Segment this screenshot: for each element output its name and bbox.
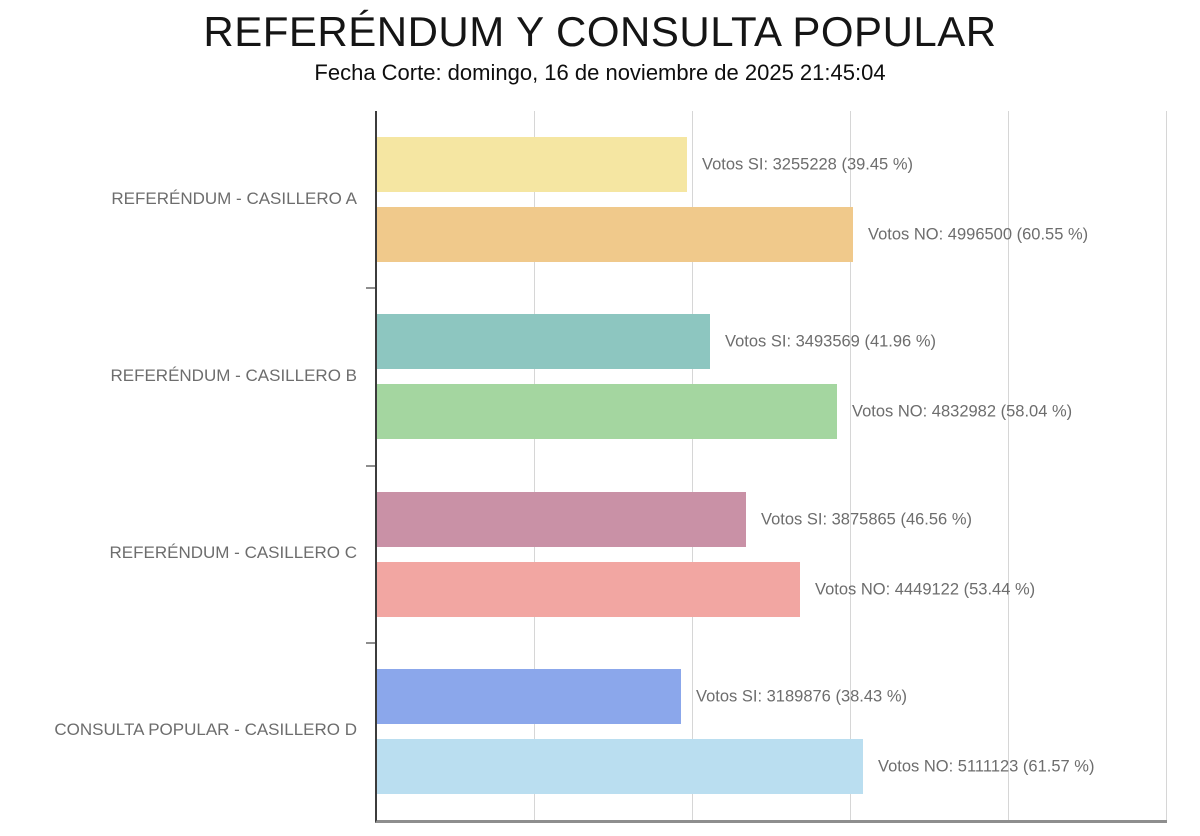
bar-votos-no-3[interactable] (377, 562, 800, 617)
category-label: CONSULTA POPULAR - CASILLERO D (54, 720, 357, 739)
bar-row: Votos SI: 3255228 (39.45 %) (377, 137, 1167, 192)
axis-tick (366, 287, 375, 289)
bar-votos-si-3[interactable] (377, 492, 746, 547)
bar-row: Votos NO: 4996500 (60.55 %) (377, 207, 1167, 262)
bar-value-label: Votos NO: 5111123 (61.57 %) (878, 757, 1095, 775)
axis-tick (366, 465, 375, 467)
category-label: REFERÉNDUM - CASILLERO A (111, 189, 357, 208)
bar-row: Votos NO: 4449122 (53.44 %) (377, 562, 1167, 617)
bar-votos-no-1[interactable] (377, 207, 853, 262)
bar-value-label: Votos SI: 3493569 (41.96 %) (725, 332, 936, 350)
bar-row: Votos SI: 3875865 (46.56 %) (377, 492, 1167, 547)
gridline (692, 111, 693, 820)
category-label: REFERÉNDUM - CASILLERO C (109, 543, 357, 562)
gridline (850, 111, 851, 820)
bar-row: Votos NO: 4832982 (58.04 %) (377, 384, 1167, 439)
bar-value-label: Votos SI: 3189876 (38.43 %) (696, 687, 907, 705)
category-label: REFERÉNDUM - CASILLERO B (110, 366, 357, 385)
gridline (1166, 111, 1167, 820)
bar-row: Votos NO: 5111123 (61.57 %) (377, 739, 1167, 794)
chart-title: REFERÉNDUM Y CONSULTA POPULAR (203, 8, 997, 55)
bar-votos-no-4[interactable] (377, 739, 863, 794)
bar-votos-si-1[interactable] (377, 137, 687, 192)
bar-votos-si-4[interactable] (377, 669, 681, 724)
bar-row: Votos SI: 3189876 (38.43 %) (377, 669, 1167, 724)
bar-value-label: Votos NO: 4449122 (53.44 %) (815, 580, 1036, 598)
axis-tick (366, 642, 375, 644)
category-axis-labels: REFERÉNDUM - CASILLERO A REFERÉNDUM - CAS… (0, 111, 357, 820)
bar-value-label: Votos SI: 3875865 (46.56 %) (761, 510, 972, 528)
bar-votos-no-2[interactable] (377, 384, 837, 439)
chart-subtitle: Fecha Corte: domingo, 16 de noviembre de… (314, 60, 886, 85)
gridline (1008, 111, 1009, 820)
bar-value-label: Votos NO: 4832982 (58.04 %) (852, 402, 1073, 420)
bar-row: Votos SI: 3493569 (41.96 %) (377, 314, 1167, 369)
gridline (534, 111, 535, 820)
bar-value-label: Votos NO: 4996500 (60.55 %) (868, 225, 1089, 243)
plot-area: Votos SI: 3255228 (39.45 %) Votos NO: 499… (366, 111, 1167, 823)
bar-votos-si-2[interactable] (377, 314, 710, 369)
bar-value-label: Votos SI: 3255228 (39.45 %) (702, 155, 913, 173)
